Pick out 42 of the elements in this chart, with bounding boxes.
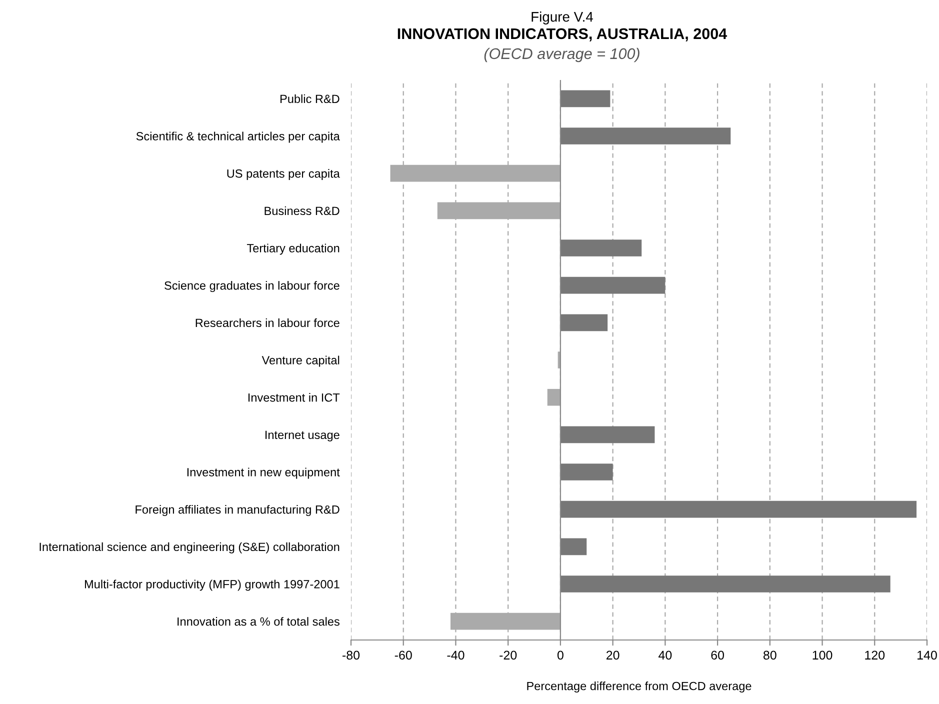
y-tick-label: Researchers in labour force [196,318,340,328]
x-tick-label: 60 [711,650,724,660]
bar [560,90,610,108]
x-tick-label: 140 [918,650,937,660]
y-tick-label: Business R&D [264,206,340,216]
x-tick-label: 0 [557,650,564,660]
x-tick-label: 80 [764,650,776,660]
y-tick-label: Public R&D [280,94,340,104]
bar [560,314,608,332]
bar [560,276,666,294]
bar [547,388,560,406]
x-tick-label: 120 [865,650,885,660]
y-tick-label: Scientific & technical articles per capita [136,132,340,143]
bar [560,576,890,592]
bar [560,426,655,444]
x-tick-label: 100 [812,650,832,660]
bar [560,538,587,556]
x-axis-title: Percentage difference from OECD average [527,682,752,693]
y-tick-label: Investment in ICT [248,393,340,402]
y-tick-label: Foreign affiliates in manufacturing R&D [136,505,340,516]
text: Figure V.4 [532,12,593,24]
x-tick-label: -40 [447,650,464,660]
y-tick-label: Innovation as a % of total sales [178,617,340,626]
x-tick-label: 20 [606,650,620,660]
y-tick-label: US patents per capita [227,169,340,180]
x-tick-label: -20 [500,650,517,660]
y-tick-label: Investment in new equipment [187,468,340,479]
x-tick-label: -80 [342,650,360,660]
x-tick-label: 40 [658,650,672,660]
y-tick-label: Multi-factor productivity (MFP) growth 1997-2001 [84,580,340,591]
chart-subtitle: (OECD average = 100) [484,48,640,62]
bar [560,128,731,144]
y-tick-label: Internet usage [266,430,340,442]
x-tick-label: -60 [394,650,412,660]
chart-title: INNOVATION INDICATORS, AUSTRALIA, 2004 [398,28,728,42]
y-tick-label: Tertiary education [246,244,340,255]
y-tick-label: International science and engineering (S&E) collaboration [40,542,340,554]
y-tick-label: Venture capital [262,356,340,367]
bar [560,240,642,256]
bar [560,500,917,518]
y-tick-label: Science graduates in labour force [164,281,340,292]
bar [560,464,613,480]
